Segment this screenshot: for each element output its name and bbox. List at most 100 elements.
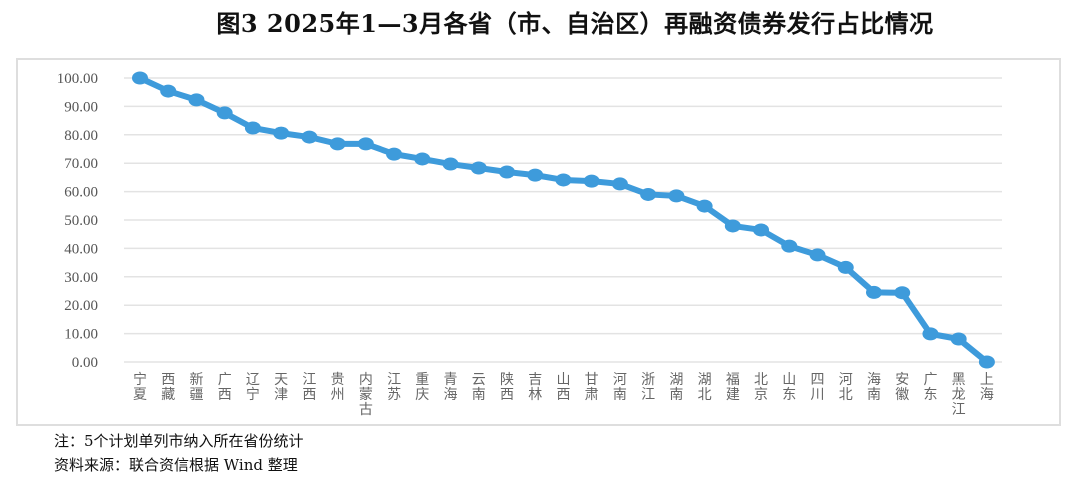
x-tick-label: 陕西 bbox=[500, 372, 514, 403]
svg-text:湖: 湖 bbox=[698, 372, 712, 388]
y-tick-label: 10.00 bbox=[64, 327, 98, 343]
y-tick-label: 30.00 bbox=[64, 270, 98, 286]
x-tick-label: 黑龙江 bbox=[952, 372, 966, 418]
x-tick-label: 新疆 bbox=[189, 372, 203, 403]
source-note: 资料来源：联合资信根据 Wind 整理 bbox=[54, 456, 298, 474]
x-tick-label: 山西 bbox=[556, 372, 570, 403]
svg-text:北: 北 bbox=[839, 387, 853, 403]
x-tick-label: 河南 bbox=[613, 372, 627, 403]
svg-text:龙: 龙 bbox=[952, 387, 966, 403]
x-tick-label: 四川 bbox=[811, 372, 825, 403]
data-point bbox=[498, 165, 515, 179]
svg-text:西: 西 bbox=[556, 387, 570, 403]
svg-text:南: 南 bbox=[613, 387, 627, 403]
data-point bbox=[724, 219, 741, 233]
svg-text:重: 重 bbox=[415, 372, 429, 388]
data-point-markers bbox=[132, 71, 995, 369]
svg-text:京: 京 bbox=[754, 387, 768, 403]
y-tick-label: 50.00 bbox=[64, 213, 98, 229]
svg-text:江: 江 bbox=[302, 372, 316, 388]
x-tick-label: 广西 bbox=[218, 372, 232, 403]
data-point bbox=[950, 332, 967, 346]
svg-text:甘: 甘 bbox=[585, 372, 599, 388]
x-tick-label: 湖北 bbox=[698, 372, 712, 403]
svg-text:西: 西 bbox=[500, 387, 514, 403]
data-point bbox=[216, 106, 233, 120]
data-point bbox=[160, 84, 177, 98]
data-point bbox=[978, 355, 995, 369]
data-point bbox=[470, 161, 487, 175]
data-point bbox=[329, 137, 346, 151]
svg-text:江: 江 bbox=[387, 372, 401, 388]
y-tick-label: 80.00 bbox=[64, 128, 98, 144]
x-tick-label: 湖南 bbox=[669, 372, 683, 403]
svg-text:海: 海 bbox=[444, 387, 458, 403]
svg-text:建: 建 bbox=[726, 387, 740, 403]
data-point bbox=[640, 187, 657, 201]
x-tick-label: 辽宁 bbox=[246, 372, 260, 403]
svg-text:山: 山 bbox=[782, 372, 796, 388]
svg-text:江: 江 bbox=[952, 402, 966, 418]
data-point bbox=[753, 223, 770, 237]
x-tick-label: 吉林 bbox=[528, 372, 542, 403]
data-point bbox=[809, 248, 826, 262]
x-tick-label: 天津 bbox=[274, 372, 288, 403]
y-tick-label: 20.00 bbox=[64, 298, 98, 314]
svg-text:西: 西 bbox=[302, 387, 316, 403]
x-tick-label: 河北 bbox=[839, 372, 853, 403]
svg-text:河: 河 bbox=[613, 372, 627, 388]
svg-text:上: 上 bbox=[980, 372, 994, 388]
svg-text:南: 南 bbox=[867, 387, 881, 403]
x-tick-label: 广东 bbox=[923, 372, 937, 403]
svg-text:西: 西 bbox=[218, 387, 232, 403]
x-tick-label: 贵州 bbox=[331, 372, 345, 403]
svg-text:津: 津 bbox=[274, 387, 288, 403]
chart-frame bbox=[16, 58, 1061, 426]
y-tick-label: 0.00 bbox=[72, 355, 98, 371]
y-tick-label: 40.00 bbox=[64, 241, 98, 257]
svg-text:疆: 疆 bbox=[189, 387, 203, 403]
svg-text:贵: 贵 bbox=[331, 372, 345, 388]
svg-text:藏: 藏 bbox=[161, 387, 175, 403]
svg-text:广: 广 bbox=[218, 372, 232, 388]
chart-title: 图3 2025年1—3月各省（市、自治区）再融资债券发行占比情况 bbox=[216, 9, 934, 38]
data-point bbox=[894, 286, 911, 300]
data-point bbox=[442, 157, 459, 171]
svg-text:安: 安 bbox=[895, 372, 909, 388]
data-point bbox=[386, 147, 403, 161]
svg-text:黑: 黑 bbox=[952, 372, 966, 388]
svg-text:辽: 辽 bbox=[246, 372, 260, 388]
svg-text:宁: 宁 bbox=[246, 386, 260, 403]
y-tick-label: 100.00 bbox=[57, 71, 98, 87]
svg-text:广: 广 bbox=[923, 372, 937, 388]
x-tick-label: 海南 bbox=[867, 372, 881, 403]
svg-text:四: 四 bbox=[811, 372, 825, 388]
x-tick-label: 内蒙古 bbox=[359, 372, 373, 418]
x-tick-label: 青海 bbox=[444, 372, 458, 403]
svg-text:浙: 浙 bbox=[641, 372, 655, 388]
x-tick-label: 甘肃 bbox=[585, 372, 599, 403]
x-tick-label: 北京 bbox=[754, 372, 768, 403]
data-point bbox=[132, 71, 148, 85]
svg-text:林: 林 bbox=[528, 387, 542, 403]
svg-text:北: 北 bbox=[754, 372, 768, 388]
data-point bbox=[244, 121, 261, 135]
svg-text:夏: 夏 bbox=[133, 387, 147, 403]
x-tick-label: 山东 bbox=[782, 372, 796, 403]
data-point bbox=[583, 174, 600, 188]
svg-text:山: 山 bbox=[556, 372, 570, 388]
x-tick-label: 福建 bbox=[726, 372, 740, 403]
x-tick-label: 云南 bbox=[472, 372, 486, 403]
x-tick-label: 西藏 bbox=[161, 372, 175, 403]
svg-text:河: 河 bbox=[839, 372, 853, 388]
svg-text:蒙: 蒙 bbox=[359, 387, 373, 403]
x-tick-label: 浙江 bbox=[641, 372, 655, 403]
data-point bbox=[357, 137, 374, 151]
x-tick-label: 重庆 bbox=[415, 372, 429, 403]
svg-text:苏: 苏 bbox=[387, 387, 401, 403]
svg-text:海: 海 bbox=[980, 387, 994, 403]
svg-text:肃: 肃 bbox=[585, 387, 599, 403]
svg-text:川: 川 bbox=[811, 387, 825, 403]
svg-text:宁: 宁 bbox=[133, 371, 147, 388]
svg-text:东: 东 bbox=[782, 387, 796, 403]
